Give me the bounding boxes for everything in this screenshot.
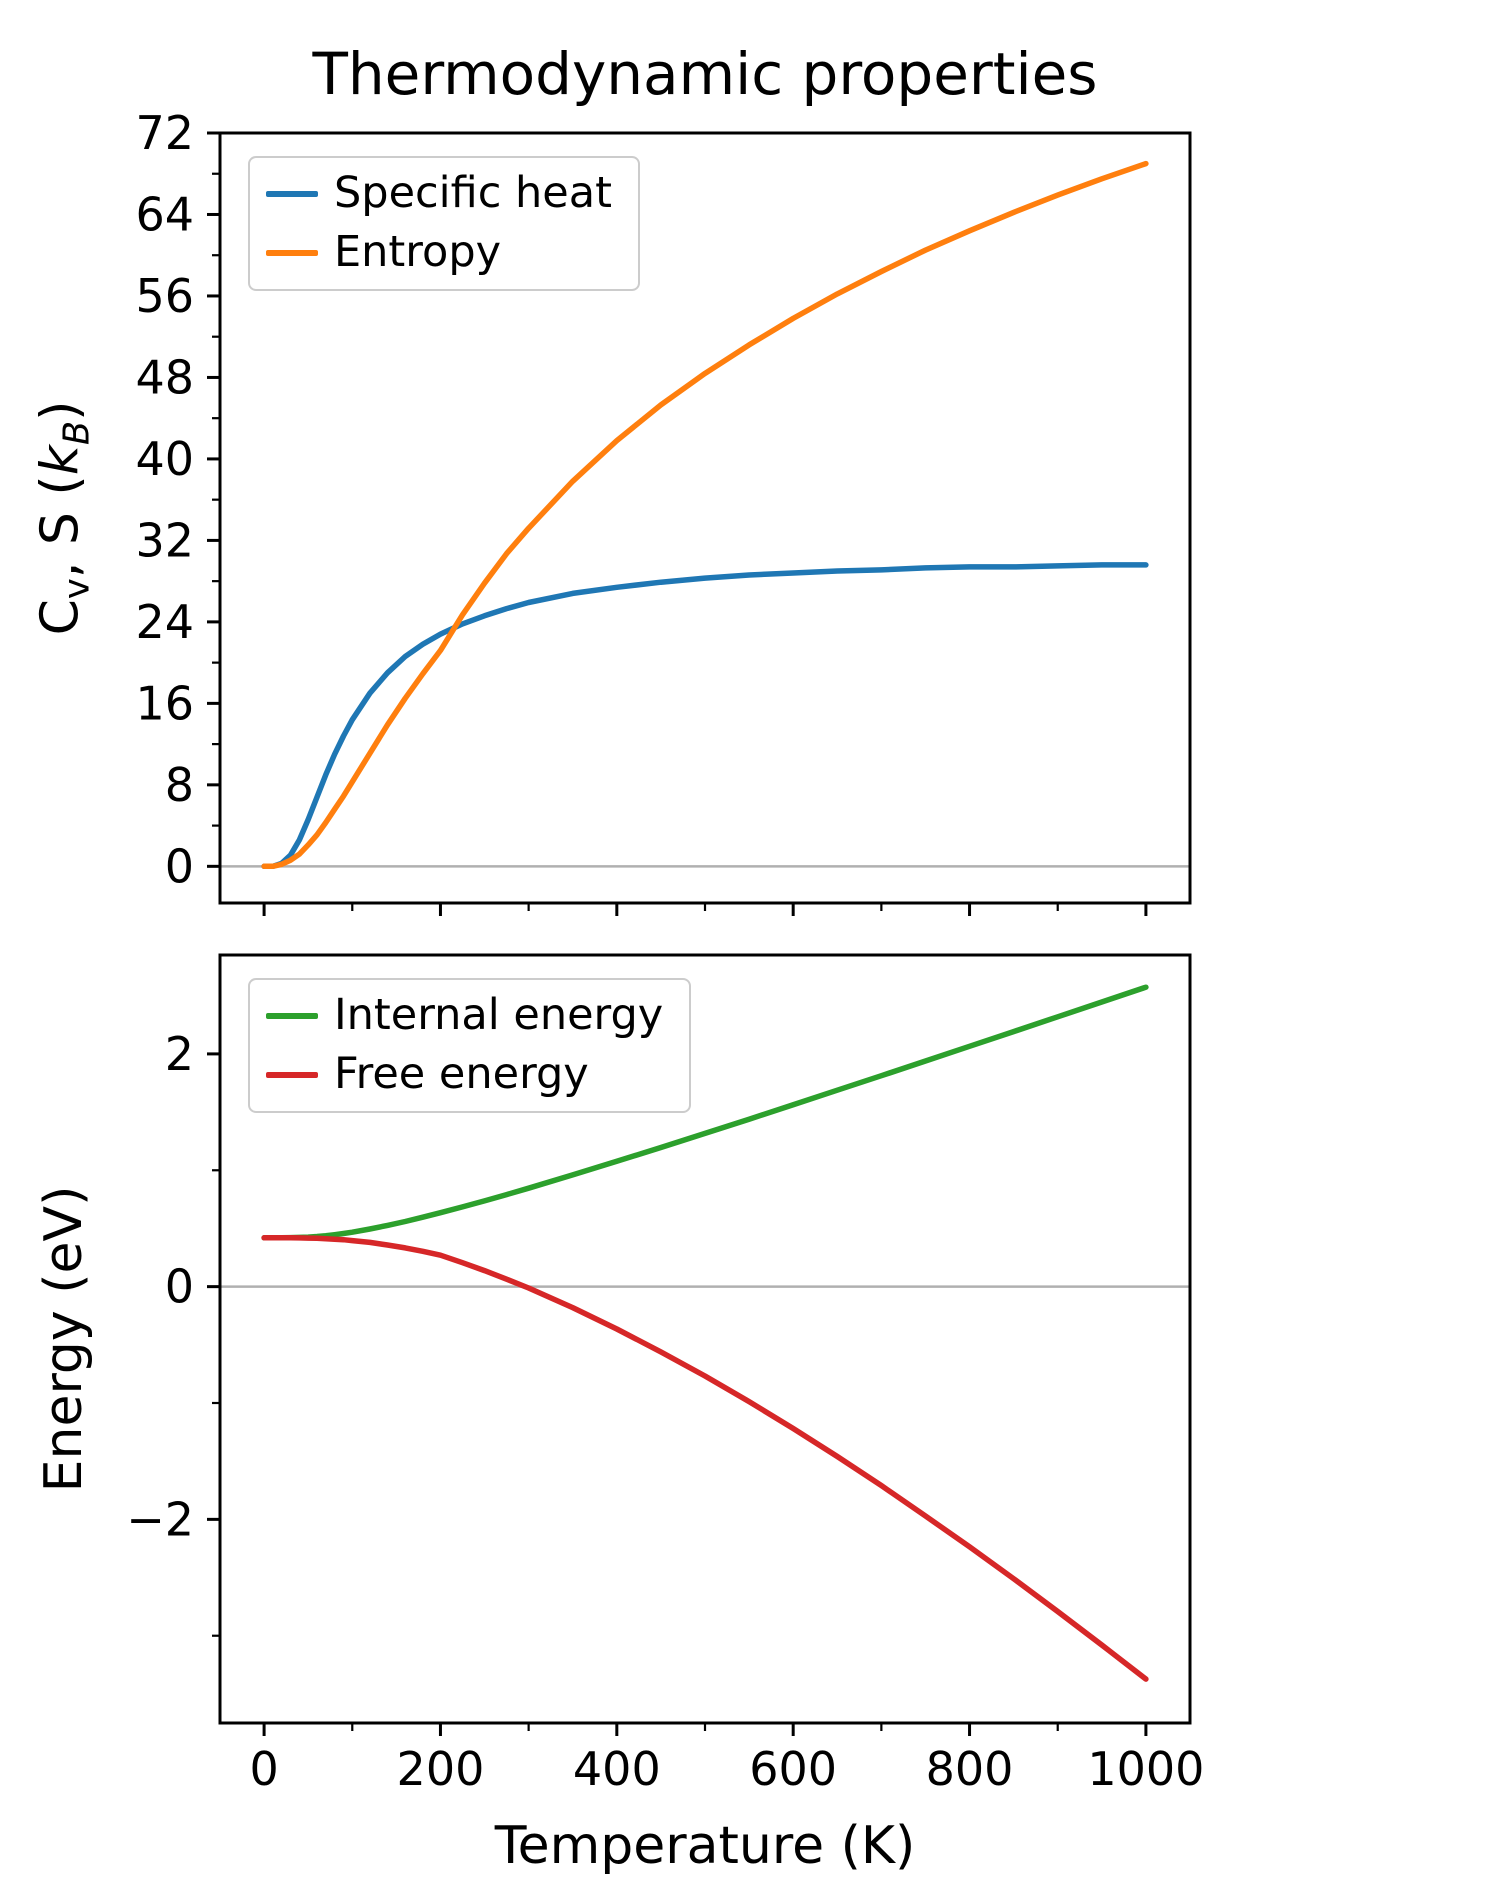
y-tick-label: 56: [135, 269, 194, 323]
x-tick-label: 0: [249, 1742, 278, 1796]
x-tick-label: 600: [749, 1742, 837, 1796]
y-tick-label: 16: [135, 676, 194, 730]
legend-line-swatch-entropy: [266, 249, 318, 256]
curve-free-energy: [261, 1235, 1149, 1682]
y-tick-label: 0: [165, 1260, 194, 1314]
x-axis-label: Temperature (K): [494, 1816, 916, 1876]
x-tick-label: 200: [397, 1742, 485, 1796]
y-tick-label: 72: [135, 106, 194, 160]
y-tick-label: 24: [135, 595, 194, 649]
curve-entropy: [261, 160, 1149, 870]
legend-label-specific-heat: Specific heat: [334, 168, 612, 218]
y-tick-label: 8: [165, 758, 194, 812]
y-axis-label-bottom: Energy (eV): [34, 1185, 94, 1493]
y-axis-label-top: Cv, S (kB): [30, 400, 98, 636]
legend-item: Entropy: [266, 227, 612, 278]
legend-item: Free energy: [266, 1049, 663, 1100]
y-tick-label: 32: [135, 513, 194, 567]
legend-line-swatch-specific-heat: [266, 190, 318, 197]
y-tick-label: 64: [135, 187, 194, 241]
legend-label-free-energy: Free energy: [334, 1049, 589, 1100]
y-tick-label: 0: [165, 839, 194, 893]
y-tick-label: 48: [135, 350, 194, 404]
x-tick-label: 400: [573, 1742, 661, 1796]
legend-top: Specific heat Entropy: [248, 156, 640, 291]
legend-line-swatch-internal-energy: [266, 1012, 318, 1019]
y-tick-label: 40: [135, 432, 194, 486]
x-tick-label: 1000: [1087, 1742, 1204, 1796]
legend-label-internal-energy: Internal energy: [334, 990, 664, 1040]
legend-label-entropy: Entropy: [334, 227, 502, 278]
legend-bottom: Internal energy Free energy: [248, 978, 692, 1113]
legend-line-swatch-free-energy: [266, 1071, 318, 1078]
chart-title: Thermodynamic properties: [312, 40, 1098, 108]
y-tick-label: −2: [126, 1492, 194, 1546]
curve-specific-heat: [261, 562, 1149, 870]
legend-item: Internal energy: [266, 990, 664, 1040]
x-tick-label: 800: [926, 1742, 1014, 1796]
legend-item: Specific heat: [266, 168, 612, 218]
y-tick-label: 2: [165, 1027, 194, 1081]
